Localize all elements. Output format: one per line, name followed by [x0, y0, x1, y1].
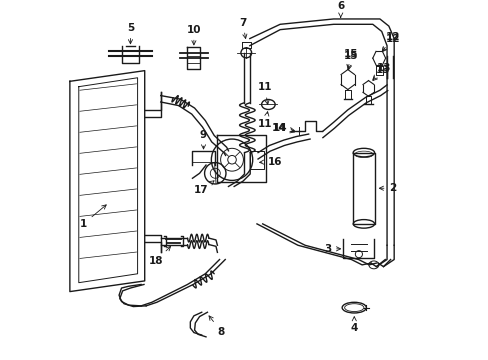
Text: 5: 5: [126, 23, 134, 44]
Text: 15: 15: [344, 49, 358, 69]
Text: 18: 18: [148, 247, 170, 266]
Text: 14: 14: [271, 123, 294, 133]
Text: 16: 16: [259, 157, 282, 167]
Text: 7: 7: [239, 18, 246, 39]
Text: 1: 1: [80, 205, 106, 229]
Text: 6: 6: [336, 1, 344, 17]
Text: 17: 17: [193, 181, 214, 195]
Text: 12: 12: [382, 32, 400, 51]
Text: 15: 15: [344, 51, 358, 69]
Text: 14: 14: [272, 123, 294, 132]
Text: 12: 12: [382, 33, 399, 52]
Text: 4: 4: [350, 317, 357, 333]
Text: 13: 13: [372, 63, 391, 80]
Text: 10: 10: [186, 24, 201, 45]
Text: 13: 13: [372, 65, 390, 81]
Text: 8: 8: [208, 316, 224, 337]
Text: 11: 11: [257, 82, 271, 104]
Text: 2: 2: [379, 183, 396, 193]
Text: 3: 3: [323, 244, 340, 254]
Text: 9: 9: [200, 130, 206, 149]
Text: 11: 11: [257, 112, 272, 129]
